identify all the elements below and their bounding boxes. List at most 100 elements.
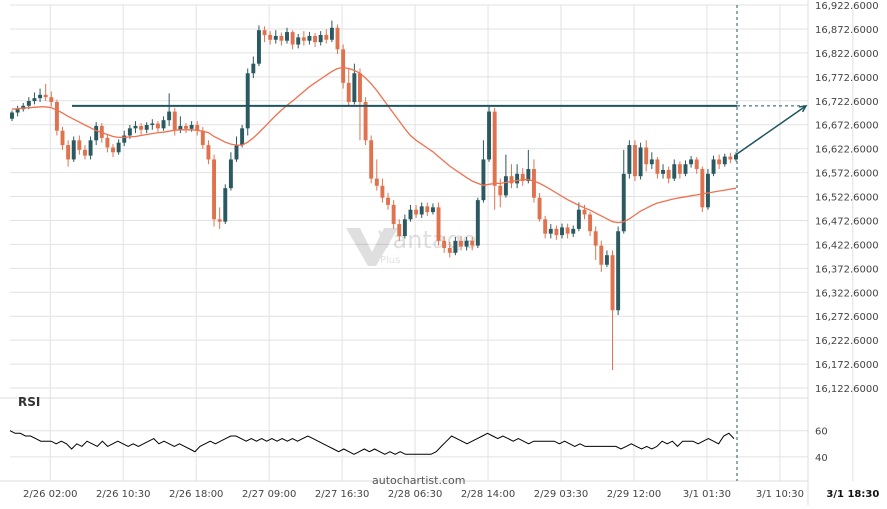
time-tick-label: 2/29 03:30 <box>534 489 588 500</box>
time-tick-label: 2/28 06:30 <box>388 489 442 500</box>
time-tick-label: 2/26 10:30 <box>96 489 150 500</box>
candle-bear <box>105 137 110 148</box>
candle-bear <box>324 34 329 40</box>
candle-bull <box>481 159 486 201</box>
candle-bear <box>49 97 54 102</box>
candle-bull <box>627 145 632 174</box>
candle-bull <box>38 94 43 99</box>
candle-bear <box>543 219 548 234</box>
time-tick-label: 2/26 02:00 <box>23 489 77 500</box>
candle-bear <box>436 207 441 241</box>
candle-bull <box>32 98 37 102</box>
time-tick-label: 3/1 01:30 <box>683 489 731 500</box>
candle-bear <box>610 255 615 311</box>
candle-bull <box>661 169 666 174</box>
rsi-line <box>9 430 735 455</box>
candle-bear <box>212 159 217 220</box>
candle-bull <box>21 105 26 110</box>
watermark-brand: Vantage <box>378 226 477 254</box>
candle-bull <box>352 73 357 102</box>
price-tick-label: 16,872.6000 <box>815 25 879 36</box>
candle-bull <box>526 169 531 181</box>
candle-bear <box>425 206 430 213</box>
candle-bull <box>285 32 289 41</box>
candle-bear <box>358 73 362 102</box>
candle-bear <box>111 147 115 153</box>
time-tick-label: 2/27 16:30 <box>315 489 369 500</box>
candle-bear <box>537 197 542 220</box>
candle-bear <box>459 240 463 247</box>
candle-bull <box>133 125 138 129</box>
candle-bull <box>240 128 245 146</box>
candle-bear <box>644 147 649 165</box>
candle-bull <box>15 109 20 113</box>
moving-average-line <box>11 66 737 224</box>
time-tick-label: 2/28 14:00 <box>461 489 515 500</box>
candle-bull <box>296 37 301 45</box>
candle-bull <box>672 164 677 179</box>
time-tick-label: 2/26 18:00 <box>169 489 223 500</box>
candle-bear <box>492 111 497 186</box>
candle-bear <box>593 231 598 246</box>
candle-bear <box>54 101 59 131</box>
candle-bear <box>184 125 188 129</box>
candle-bull <box>430 207 435 213</box>
candle-bear <box>509 176 514 184</box>
candle-bull <box>419 206 424 215</box>
candle-bear <box>700 169 705 208</box>
candle-bull <box>649 159 654 165</box>
candle-bull <box>307 35 312 41</box>
candle-bull <box>515 173 520 184</box>
candle-bear <box>369 140 374 179</box>
candle-bear <box>728 156 733 160</box>
candle-bear <box>200 130 205 146</box>
candle-bear <box>77 140 82 150</box>
candle-bull <box>576 209 581 229</box>
time-axis: 2/26 02:00 2/26 10:30 2/26 18:00 2/27 09:00… <box>23 489 879 500</box>
candle-bull <box>94 125 99 141</box>
candle-bull <box>475 200 480 246</box>
candle-bull <box>464 240 469 247</box>
candle-bull <box>223 188 228 222</box>
candle-bear <box>195 124 200 131</box>
price-tick-label: 16,422.6000 <box>815 240 879 251</box>
candle-bear <box>655 159 660 174</box>
candle-bear <box>391 204 396 225</box>
candle-bear <box>397 224 402 237</box>
candle-bear <box>262 30 267 35</box>
candle-bear <box>374 178 379 186</box>
candle-bull <box>150 123 155 125</box>
candle-bear <box>565 227 570 234</box>
price-tick-label: 16,822.6000 <box>815 49 879 60</box>
candle-bull <box>711 159 716 174</box>
candle-bear <box>155 123 160 129</box>
candle-bear <box>341 49 346 83</box>
candle-bull <box>560 227 564 236</box>
candle-bull <box>228 159 233 189</box>
candle-bull <box>26 101 31 106</box>
candle-bear <box>66 145 71 160</box>
candle-bear <box>717 159 722 165</box>
candle-bear <box>139 125 144 130</box>
candle-bear <box>313 35 318 43</box>
rsi-panel: RSI <box>9 395 735 455</box>
candle-bull <box>167 111 172 121</box>
candle-bear <box>206 145 211 160</box>
projection-arrow-head <box>798 104 808 113</box>
watermark-v-icon <box>346 228 398 266</box>
candle-bear <box>520 173 525 181</box>
candle-bull <box>116 142 121 153</box>
time-tick-label: 2/27 09:00 <box>242 489 296 500</box>
candle-bull <box>689 159 694 165</box>
candle-bear <box>633 145 637 177</box>
candle-bear <box>498 185 503 196</box>
price-axis: 16,922.6000 16,872.6000 16,822.6000 16,772.… <box>815 1 879 464</box>
price-tick-label: 16,222.6000 <box>815 336 879 347</box>
candle-bear <box>386 197 390 205</box>
overlay-group <box>72 5 808 481</box>
price-tick-label: 16,722.6000 <box>815 97 879 108</box>
price-tick-label: 16,572.6000 <box>815 169 879 180</box>
candle-bull <box>178 125 183 130</box>
